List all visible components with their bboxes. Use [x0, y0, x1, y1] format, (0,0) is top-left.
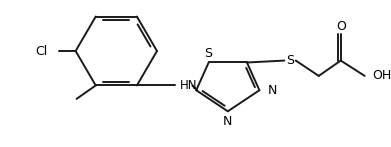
Text: OH: OH	[372, 69, 391, 82]
Text: S: S	[286, 54, 294, 67]
Text: N: N	[268, 84, 277, 97]
Text: Cl: Cl	[36, 45, 48, 57]
Text: HN: HN	[180, 79, 197, 92]
Text: O: O	[336, 20, 346, 33]
Text: N: N	[223, 115, 233, 128]
Text: S: S	[204, 47, 212, 60]
